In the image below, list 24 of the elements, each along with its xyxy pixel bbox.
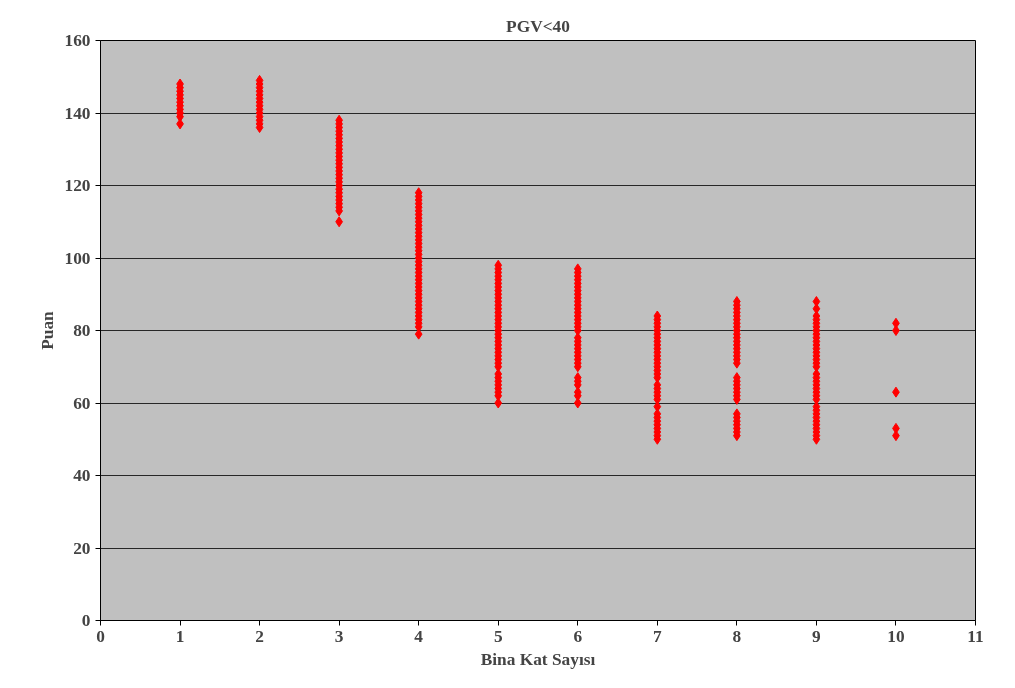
x-tick-label: 1 (175, 626, 185, 646)
x-tick-label: 6 (573, 626, 583, 646)
y-tick-label: 20 (73, 538, 91, 558)
x-tick-label: 0 (96, 626, 105, 646)
y-tick-label: 40 (73, 466, 91, 485)
y-axis-title: Puan (37, 310, 57, 350)
x-tick-label: 8 (732, 626, 742, 646)
x-tick-label: 9 (812, 626, 822, 646)
x-tick-label: 3 (334, 626, 344, 646)
y-tick-label: 0 (81, 611, 91, 630)
y-tick-label: 80 (73, 321, 91, 340)
x-tick-label: 7 (652, 626, 662, 646)
y-tick-label: 160 (64, 31, 91, 50)
y-tick-label: 100 (64, 248, 91, 268)
x-tick-label: 11 (967, 626, 984, 646)
y-tick-label: 60 (73, 393, 91, 413)
x-tick-label: 4 (414, 626, 424, 646)
x-axis-title: Bina Kat Sayısı (480, 649, 596, 669)
x-tick-label: 10 (887, 626, 905, 646)
x-tick-label: 5 (493, 626, 503, 646)
y-tick-label: 120 (64, 176, 91, 195)
y-tick-label: 140 (64, 103, 91, 123)
x-tick-label: 2 (255, 626, 264, 646)
chart-title: PGV<40 (506, 16, 570, 36)
